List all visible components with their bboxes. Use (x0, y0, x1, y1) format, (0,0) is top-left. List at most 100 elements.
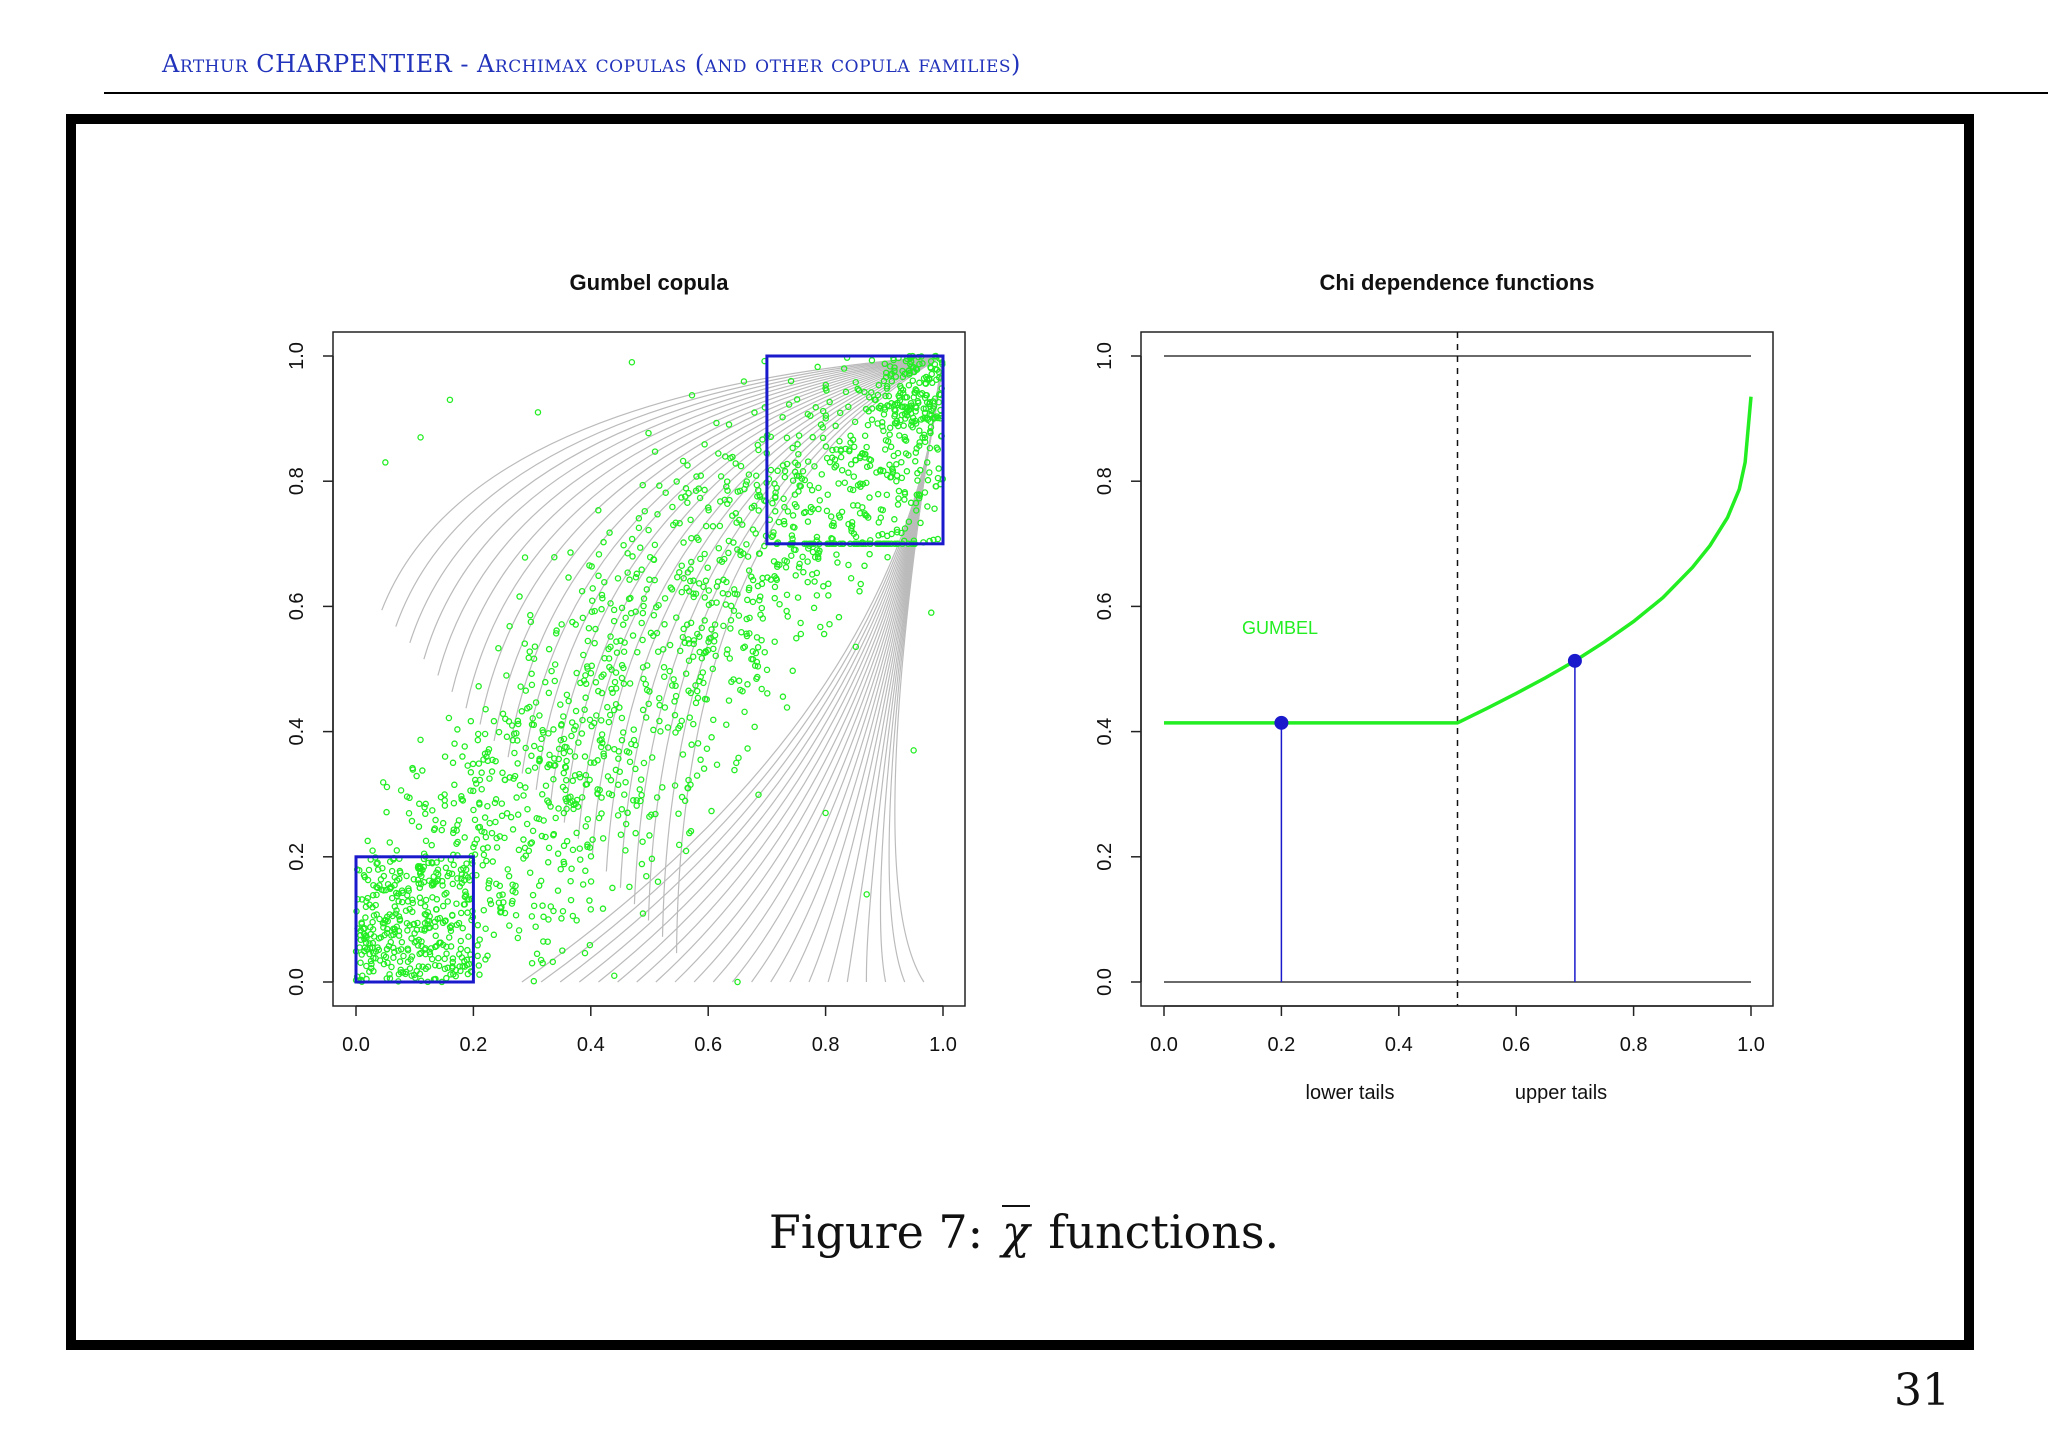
scatter-point (752, 530, 759, 537)
scatter-point (514, 811, 522, 818)
scatter-point (545, 916, 552, 923)
scatter-point (422, 965, 429, 973)
scatter-point (499, 891, 506, 898)
scatter-point (601, 654, 608, 662)
scatter-point (451, 781, 458, 789)
contour-line (647, 355, 944, 921)
scatter-point (597, 717, 605, 724)
scatter-point (513, 794, 520, 801)
scatter-point (893, 472, 901, 479)
scatter-point (657, 728, 664, 735)
scatter-point (512, 911, 520, 919)
scatter-point (622, 614, 629, 622)
scatter-point (757, 611, 764, 618)
scatter-point (792, 572, 799, 579)
scatter-point (842, 445, 849, 453)
scatter-point (676, 569, 683, 576)
scatter-point (442, 864, 450, 872)
scatter-point (656, 701, 663, 709)
scatter-point (492, 757, 499, 765)
scatter-point (895, 487, 903, 495)
scatter-point (499, 769, 506, 777)
scatter-point (572, 707, 580, 715)
scatter-point (578, 730, 586, 737)
scatter-point (449, 912, 456, 919)
scatter-point (891, 516, 898, 523)
scatter-point (783, 704, 791, 711)
scatter-point (365, 866, 373, 874)
scatter-point (404, 945, 412, 952)
scatter-point (618, 736, 626, 744)
scatter-point (486, 897, 494, 904)
scatter-point (361, 924, 368, 932)
contour-line (423, 355, 944, 660)
scatter-point (881, 406, 889, 413)
scatter-point (526, 869, 534, 876)
scatter-point (690, 640, 697, 648)
scatter-point (600, 752, 608, 760)
contour-line (549, 355, 944, 807)
scatter-point (912, 408, 919, 415)
scatter-point (461, 834, 468, 841)
scatter-point (758, 685, 765, 693)
scatter-point (894, 528, 901, 536)
scatter-point (754, 441, 762, 449)
scatter-point (446, 396, 454, 404)
scatter-point (457, 967, 464, 975)
scatter-point (373, 891, 380, 899)
scatter-point (582, 694, 589, 701)
scatter-point (618, 604, 626, 612)
scatter-point (916, 492, 924, 499)
scatter-point (464, 946, 471, 954)
scatter-point (510, 775, 517, 782)
scatter-point (713, 761, 721, 768)
scatter-point (650, 556, 658, 564)
scatter-point (874, 420, 881, 427)
scatter-point (671, 782, 679, 789)
scatter-point (563, 757, 570, 765)
scatter-point (362, 914, 369, 921)
scatter-point (385, 942, 393, 950)
scatter-point (539, 959, 546, 967)
scatter-point (744, 553, 752, 560)
scatter-point (776, 600, 783, 608)
scatter-point (576, 856, 584, 863)
scatter-point (422, 896, 430, 904)
scatter-point (374, 944, 381, 951)
scatter-point (694, 740, 702, 747)
scatter-point (678, 562, 686, 569)
scatter-point (916, 427, 923, 434)
scatter-point (578, 794, 586, 801)
scatter-point (785, 401, 793, 408)
scatter-point (867, 456, 875, 464)
scatter-point (391, 874, 399, 881)
scatter-point (842, 388, 850, 396)
scatter-point (804, 558, 811, 565)
scatter-point (542, 678, 549, 686)
scatter-point (754, 644, 762, 651)
scatter-point (923, 459, 931, 466)
scatter-point (930, 403, 938, 410)
scatter-point (588, 662, 596, 670)
scatter-point (745, 471, 753, 478)
scatter-point (586, 716, 594, 724)
scatter-point (906, 369, 913, 377)
scatter-point (668, 682, 676, 689)
scatter-point (422, 800, 429, 808)
scatter-point (755, 550, 763, 557)
scatter-point (457, 945, 465, 953)
scatter-point (922, 380, 930, 387)
scatter-point (550, 831, 557, 839)
scatter-point (700, 583, 707, 591)
scatter-point (751, 723, 758, 731)
scatter-point (422, 911, 430, 919)
scatter-point (756, 593, 764, 600)
scatter-point (503, 733, 511, 741)
scatter-point (797, 619, 804, 627)
scatter-point (638, 619, 645, 627)
scatter-point (478, 785, 485, 793)
scatter-point (744, 745, 751, 752)
scatter-point (611, 678, 619, 686)
scatter-point (587, 878, 595, 885)
scatter-point (886, 461, 893, 469)
